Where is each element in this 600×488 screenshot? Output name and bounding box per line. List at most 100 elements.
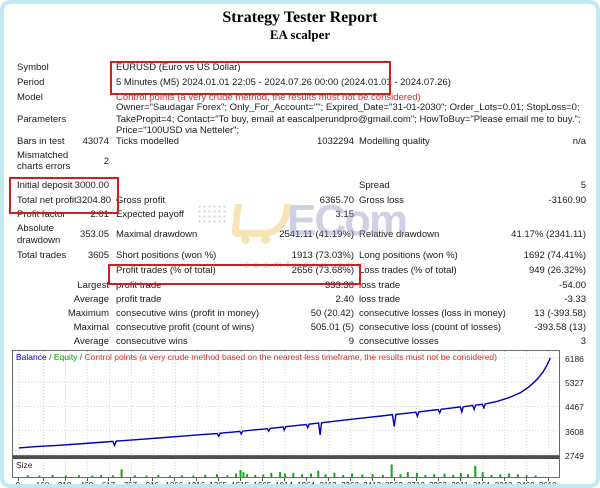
y-axis-label: 4467 (565, 402, 584, 413)
x-axis-tick (437, 478, 439, 481)
stat-value: n/a (572, 135, 586, 147)
x-axis-tick (350, 478, 351, 481)
stat-label: Long positions (won %) (359, 250, 458, 261)
row-total-trades: Total trades 3605 Short positions (won %) 1… (4, 248, 596, 263)
stat-value-wide: Owner="Saudagar Forex"; Only_For_Account… (116, 101, 581, 137)
stat-label: profit trade (116, 279, 162, 291)
x-axis-tick (262, 478, 264, 481)
stat-value: 3204.80 (76, 195, 112, 206)
row-net-profit: Total net profit 3204.80 Gross profit 6365.… (4, 193, 596, 208)
stat-value: Maximal (73, 321, 109, 333)
stat-value: Largest (77, 279, 109, 291)
stat-label: consecutive wins (profit in money) (116, 307, 260, 319)
x-axis-label: 916 (138, 481, 166, 484)
stat-label: Parameters (17, 114, 67, 125)
x-axis-label: 3161 (468, 481, 496, 484)
x-axis-tick (42, 478, 44, 481)
stat-value: Average (73, 293, 109, 305)
x-axis-tick (17, 478, 19, 481)
stat-label: Spread (359, 180, 390, 191)
stat-label: Model (17, 92, 43, 103)
stat-value: 1692 (74.41%) (523, 250, 586, 261)
stat-label: Period (17, 77, 45, 88)
row-maximal-consecutive: Maximal consecutive profit (count of wins… (4, 320, 596, 334)
x-axis-tick (86, 478, 88, 481)
x-axis-tick (196, 478, 198, 481)
x-axis-tick (525, 478, 527, 481)
stat-label: Mismatched charts errors (17, 149, 71, 172)
x-axis-tick (547, 478, 549, 481)
stat-value: 43074 (82, 135, 109, 147)
strategy-report-table: Symbol EURUSD (Euro vs US Dollar) Period 5 … (4, 60, 596, 348)
x-axis-label: 2113 (314, 481, 342, 484)
stat-label: Modelling quality (359, 135, 430, 147)
stat-value: 2541.11 (41.19%) (279, 229, 354, 240)
stat-value: 1913 (73.03%) (291, 250, 354, 261)
x-axis-tick (130, 478, 132, 481)
stat-value-wide: 5 Minutes (M5) 2024.01.01 22:05 - 2024.0… (116, 76, 451, 88)
stat-value: 3.15 (335, 209, 355, 220)
stat-label: Bars in test (17, 135, 65, 147)
stat-label: consecutive wins (116, 335, 188, 347)
stat-value: 41.17% (2341.11) (511, 229, 586, 240)
x-axis-tick (415, 478, 417, 481)
stat-label: Absolute drawdown (17, 223, 61, 246)
row-period: Period 5 Minutes (M5) 2024.01.01 22:05 - … (4, 75, 596, 90)
x-axis-label: 2413 (358, 481, 386, 484)
row-bars-in-test: Bars in test 43074 Ticks modelled 1032294 Mo… (4, 134, 596, 148)
x-axis-label: 3610 (534, 481, 562, 484)
stat-value: 1032294 (317, 135, 354, 147)
row-average-consecutive: Average consecutive wins 9 consecutive loss… (4, 334, 596, 348)
row-drawdown: Absolute drawdown 353.05 Maximal drawdown 2… (4, 221, 596, 248)
stat-value: 3 (580, 335, 586, 347)
stat-label: Initial deposit (17, 180, 73, 191)
x-axis-label: 2862 (424, 481, 452, 484)
stat-value: 333.38 (324, 279, 354, 291)
x-axis-tick (481, 478, 483, 481)
stat-value: 6365.70 (319, 195, 354, 206)
row-model: Model Control points (a very crude method… (4, 90, 596, 105)
stat-label: loss trade (359, 293, 401, 305)
stat-value-wide: Control points (a very crude method, the… (116, 91, 421, 103)
stat-label: Short positions (won %) (116, 250, 217, 261)
x-axis-label: 1665 (248, 481, 276, 484)
stat-label: consecutive losses (359, 335, 439, 347)
x-axis-label: 468 (73, 481, 101, 484)
x-axis-tick (306, 478, 308, 481)
x-axis-tick (372, 478, 373, 481)
stat-value: 505.01 (5) (310, 321, 354, 333)
stat-value: 3605 (87, 250, 109, 261)
stat-value: 3000.00 (74, 180, 109, 191)
stat-value: 2 (103, 155, 109, 167)
x-axis-tick (284, 478, 286, 481)
stat-label: consecutive losses (loss in money) (359, 307, 506, 319)
stat-label: Profit factor (17, 209, 66, 220)
ea-name: EA scalper (269, 27, 331, 42)
stat-label: Symbol (17, 62, 49, 73)
x-axis-label: 318 (51, 481, 79, 484)
legend-note: Control points (a very crude method base… (84, 352, 497, 362)
balance-chart-block: Balance / Equity / Control points (a ver… (12, 350, 596, 484)
stat-label: Profit trades (% of total) (116, 265, 216, 276)
stat-value: 5 (580, 180, 586, 191)
stat-value: 13 (-393.58) (534, 307, 586, 319)
x-axis-label: 1216 (182, 481, 210, 484)
x-axis-label: 2263 (336, 481, 364, 484)
stat-value: 949 (26.32%) (528, 265, 586, 276)
stat-label: Relative drawdown (359, 229, 440, 240)
y-axis-label: 5327 (565, 378, 584, 389)
stat-value: 2.01 (90, 209, 110, 220)
stat-label: Expected payoff (116, 209, 184, 220)
size-panel: Size (12, 456, 560, 478)
stat-label: profit trade (116, 293, 162, 305)
x-axis: 0168318468617767916106612161365151516651… (12, 478, 560, 484)
y-axis-label: 3608 (565, 426, 584, 437)
size-panel-label: Size (16, 460, 33, 470)
x-axis-label: 3310 (490, 481, 518, 484)
stat-label: consecutive loss (count of losses) (359, 321, 502, 333)
row-parameters: Parameters Owner="Saudagar Forex"; Only_F… (4, 102, 596, 137)
x-axis-label: 1365 (204, 481, 232, 484)
x-axis-tick (174, 478, 176, 481)
row-profit-factor: Profit factor 2.01 Expected payoff 3.15 (4, 208, 596, 221)
